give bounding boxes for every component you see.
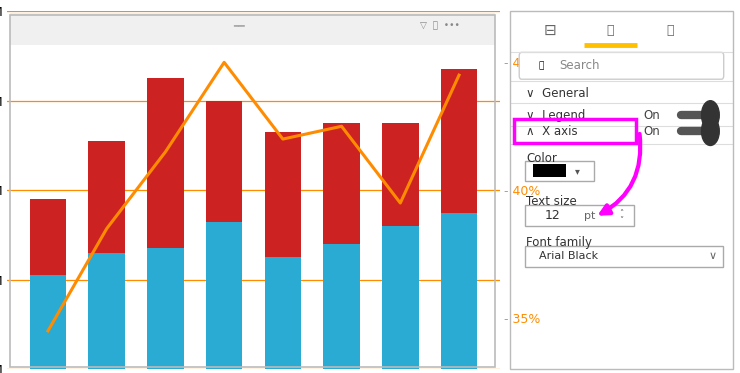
FancyBboxPatch shape	[525, 160, 593, 181]
Circle shape	[702, 101, 719, 129]
FancyBboxPatch shape	[525, 246, 722, 267]
Bar	[206, 101, 242, 222]
Bar	[265, 132, 301, 257]
Text: ━━: ━━	[233, 21, 245, 31]
Bar	[30, 275, 66, 369]
Bar	[441, 213, 477, 369]
Text: Font family: Font family	[526, 236, 592, 249]
Bar	[89, 141, 125, 253]
Text: ˅: ˅	[619, 216, 624, 225]
Bar	[323, 244, 360, 369]
Circle shape	[702, 117, 719, 145]
Text: Color: Color	[526, 151, 556, 164]
Bar	[382, 123, 419, 226]
Text: Search: Search	[559, 59, 599, 72]
Text: ∨  General: ∨ General	[526, 87, 589, 100]
FancyBboxPatch shape	[525, 205, 633, 226]
Text: On: On	[644, 109, 660, 122]
Bar	[147, 248, 184, 369]
Text: pt: pt	[584, 211, 595, 221]
Text: Text size: Text size	[526, 195, 576, 208]
Text: 🖌: 🖌	[607, 24, 614, 37]
Text: On: On	[644, 125, 660, 138]
Bar	[441, 69, 477, 213]
Bar	[265, 257, 301, 369]
Bar	[89, 253, 125, 369]
Bar	[147, 78, 184, 248]
Text: ⊟: ⊟	[544, 23, 556, 38]
Text: ∧  X axis: ∧ X axis	[526, 125, 577, 138]
Text: ∨  Legend: ∨ Legend	[526, 109, 585, 122]
Text: Arial Black: Arial Black	[539, 251, 599, 261]
FancyBboxPatch shape	[533, 164, 566, 177]
Text: 12: 12	[545, 209, 560, 222]
Text: ˄: ˄	[619, 209, 624, 218]
Text: 🔍: 🔍	[539, 62, 544, 70]
Bar	[206, 222, 242, 369]
Bar	[323, 123, 360, 244]
FancyBboxPatch shape	[10, 13, 494, 45]
Text: ∨: ∨	[708, 251, 716, 261]
Text: ▽  ⬜  •••: ▽ ⬜ •••	[420, 21, 460, 30]
Bar	[382, 226, 419, 369]
Bar	[30, 199, 66, 275]
Text: 🔍: 🔍	[667, 24, 674, 37]
Text: ▾: ▾	[574, 166, 579, 176]
FancyBboxPatch shape	[519, 52, 724, 79]
